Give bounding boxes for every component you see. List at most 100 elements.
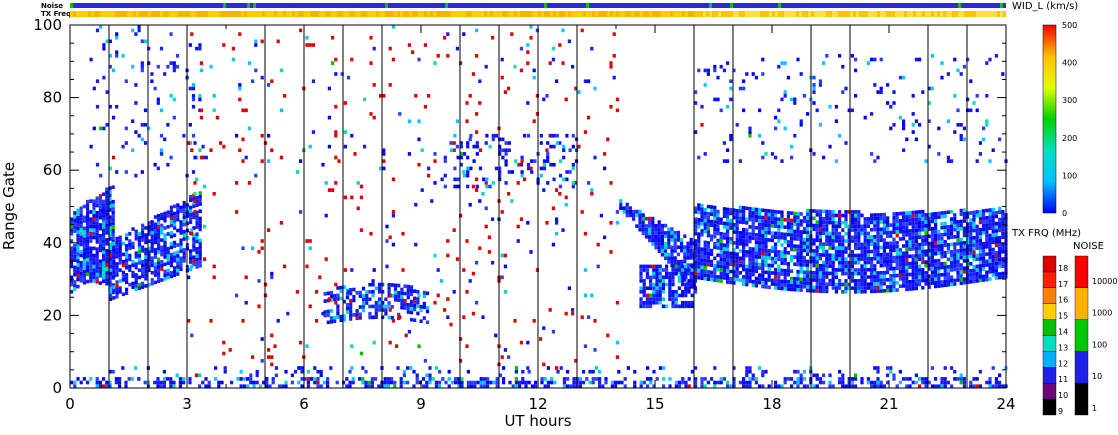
echo-cell bbox=[372, 115, 376, 120]
echo-cell bbox=[873, 227, 877, 232]
echo-cell bbox=[694, 130, 698, 134]
echo-cell bbox=[914, 235, 918, 240]
echo-cell bbox=[969, 261, 973, 266]
echo-cell bbox=[863, 268, 867, 272]
echo-cell bbox=[918, 224, 922, 229]
echo-cell bbox=[863, 217, 867, 221]
echo-cell bbox=[484, 181, 488, 185]
echo-cell bbox=[908, 280, 912, 284]
echo-cell bbox=[591, 380, 595, 385]
echo-cell bbox=[86, 380, 90, 385]
echo-cell bbox=[459, 61, 463, 65]
echo-cell bbox=[902, 258, 906, 263]
echo-cell bbox=[927, 249, 931, 253]
echo-cell bbox=[514, 380, 518, 385]
echo-cell bbox=[98, 281, 102, 285]
echo-cell bbox=[89, 268, 93, 272]
echo-cell bbox=[195, 46, 199, 51]
echo-cell bbox=[673, 234, 677, 239]
echo-cell bbox=[686, 241, 690, 246]
echo-cell bbox=[729, 277, 733, 281]
txfreq-strip-cell bbox=[217, 11, 220, 17]
echo-cell bbox=[700, 254, 704, 259]
echo-cell bbox=[115, 251, 119, 255]
echo-cell bbox=[173, 226, 177, 230]
echo-cell bbox=[649, 300, 653, 305]
txfreq-strip-cell bbox=[874, 11, 877, 17]
echo-cell bbox=[722, 207, 726, 211]
noise-strip-cell bbox=[214, 3, 217, 8]
echo-cell bbox=[172, 384, 176, 389]
echo-cell bbox=[863, 286, 867, 290]
txfreq-strip-cell bbox=[523, 11, 526, 17]
echo-cell bbox=[751, 236, 755, 241]
echo-cell bbox=[169, 155, 173, 160]
echo-cell bbox=[397, 312, 401, 317]
echo-cell bbox=[95, 265, 99, 270]
echo-cell bbox=[806, 237, 810, 242]
echo-cell bbox=[390, 380, 394, 385]
echo-cell bbox=[716, 217, 720, 221]
echo-cell bbox=[847, 228, 851, 232]
echo-cell bbox=[267, 133, 271, 138]
echo-cell bbox=[985, 94, 989, 98]
echo-cell bbox=[349, 298, 353, 303]
echo-cell bbox=[697, 275, 701, 280]
echo-cell bbox=[902, 226, 906, 230]
txfreq-strip-cell bbox=[298, 11, 301, 17]
echo-cell bbox=[144, 273, 148, 277]
echo-cell bbox=[105, 249, 109, 253]
echo-cell bbox=[697, 217, 701, 222]
txfreq-strip-cell bbox=[145, 11, 148, 17]
echo-cell bbox=[876, 271, 880, 275]
echo-cell bbox=[475, 54, 479, 58]
echo-cell bbox=[108, 237, 112, 241]
echo-cell bbox=[176, 214, 180, 218]
echo-cell bbox=[86, 243, 90, 248]
echo-cell bbox=[988, 270, 992, 274]
echo-cell bbox=[191, 97, 196, 102]
echo-cell bbox=[790, 97, 794, 102]
txfreq-strip-cell bbox=[739, 11, 742, 17]
echo-cell bbox=[150, 263, 154, 268]
echo-cell bbox=[742, 108, 746, 113]
echo-cell bbox=[648, 235, 652, 239]
echo-cell bbox=[751, 279, 755, 284]
noise-strip-cell bbox=[301, 3, 304, 8]
echo-cell bbox=[889, 104, 893, 109]
echo-cell bbox=[649, 279, 653, 283]
echo-cell bbox=[738, 271, 742, 275]
echo-cell bbox=[390, 377, 394, 381]
echo-cell bbox=[934, 233, 938, 238]
echo-cell bbox=[111, 207, 115, 211]
echo-cell bbox=[176, 268, 180, 273]
echo-cell bbox=[70, 257, 74, 261]
echo-cell bbox=[694, 246, 698, 251]
echo-cell bbox=[539, 337, 543, 341]
echo-cell bbox=[329, 309, 334, 313]
txfreq-strip-cell bbox=[478, 11, 481, 17]
echo-cell bbox=[921, 377, 925, 381]
echo-cell bbox=[751, 232, 755, 237]
noise-strip-cell bbox=[490, 3, 493, 8]
echo-cell bbox=[491, 217, 495, 222]
echo-cell bbox=[726, 272, 730, 277]
echo-cell bbox=[89, 217, 93, 222]
echo-cell bbox=[95, 377, 99, 381]
echo-cell bbox=[722, 68, 726, 73]
echo-cell bbox=[703, 229, 707, 234]
echo-cell bbox=[694, 242, 698, 247]
echo-cell bbox=[937, 215, 941, 219]
echo-cell bbox=[454, 377, 458, 381]
echo-cell bbox=[73, 218, 77, 223]
echo-cell bbox=[799, 223, 803, 227]
echo-cell bbox=[735, 263, 739, 267]
echo-cell bbox=[876, 238, 880, 243]
echo-cell bbox=[774, 242, 778, 247]
echo-cell bbox=[195, 225, 199, 229]
echo-cell bbox=[420, 188, 424, 192]
noise-strip-label: Noise bbox=[41, 2, 63, 10]
echo-cell bbox=[722, 225, 726, 229]
echo-cell bbox=[930, 259, 934, 264]
echo-cell bbox=[1001, 242, 1005, 247]
